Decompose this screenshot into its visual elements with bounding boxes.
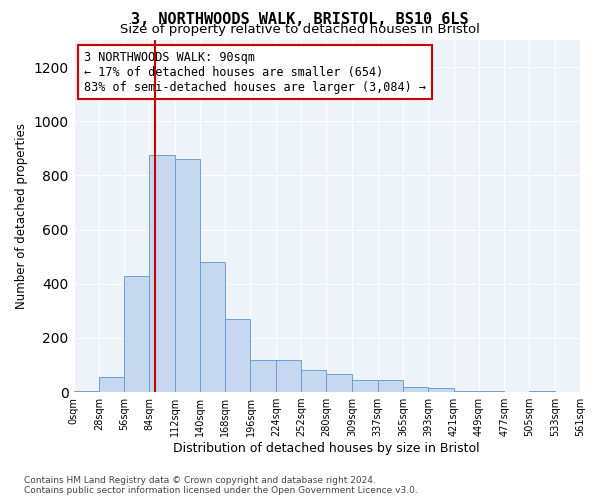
Bar xyxy=(276,360,301,392)
Bar xyxy=(403,386,428,392)
Bar xyxy=(149,155,175,392)
Bar xyxy=(200,262,225,392)
Bar xyxy=(479,390,504,392)
Bar xyxy=(326,374,352,392)
Y-axis label: Number of detached properties: Number of detached properties xyxy=(15,123,28,309)
Bar xyxy=(454,390,479,392)
Bar xyxy=(378,380,403,392)
Bar xyxy=(352,380,378,392)
Bar xyxy=(225,319,250,392)
Bar xyxy=(301,370,326,392)
Text: Size of property relative to detached houses in Bristol: Size of property relative to detached ho… xyxy=(120,22,480,36)
Text: 3 NORTHWOODS WALK: 90sqm
← 17% of detached houses are smaller (654)
83% of semi-: 3 NORTHWOODS WALK: 90sqm ← 17% of detach… xyxy=(83,50,425,94)
Bar xyxy=(74,390,99,392)
Text: 3, NORTHWOODS WALK, BRISTOL, BS10 6LS: 3, NORTHWOODS WALK, BRISTOL, BS10 6LS xyxy=(131,12,469,28)
X-axis label: Distribution of detached houses by size in Bristol: Distribution of detached houses by size … xyxy=(173,442,480,455)
Bar xyxy=(124,276,149,392)
Bar xyxy=(175,159,200,392)
Text: Contains HM Land Registry data © Crown copyright and database right 2024.
Contai: Contains HM Land Registry data © Crown c… xyxy=(24,476,418,495)
Bar xyxy=(99,377,124,392)
Bar xyxy=(428,388,454,392)
Bar xyxy=(250,360,276,392)
